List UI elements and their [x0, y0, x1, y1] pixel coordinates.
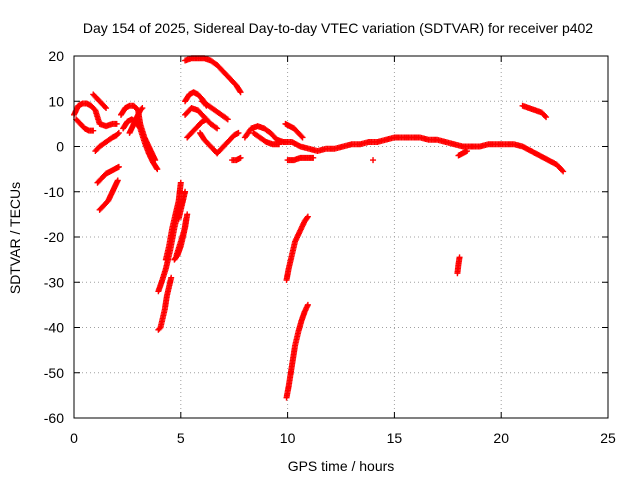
series-arc-e — [94, 163, 122, 186]
series-arc-ag — [519, 102, 550, 121]
data-point-marker — [177, 179, 184, 186]
series-arc-c — [90, 91, 110, 112]
x-tick-label: 15 — [387, 430, 403, 446]
data-point-marker — [299, 134, 306, 141]
data-point-marker — [214, 125, 221, 132]
series-arc-a — [71, 100, 120, 130]
data-point-marker — [236, 88, 243, 95]
series-arc-j — [155, 274, 175, 333]
series-arc-o — [175, 188, 189, 222]
y-tick-label: 10 — [48, 93, 64, 109]
series-arc-p — [182, 55, 244, 96]
series-arc-w — [229, 154, 244, 164]
y-tick-label: -50 — [44, 365, 64, 381]
series-arc-x — [241, 123, 567, 175]
y-tick-label: -60 — [44, 410, 64, 426]
data-point-marker — [304, 214, 311, 221]
plot-frame — [73, 55, 609, 419]
data-point-marker — [304, 213, 311, 220]
series-arc-v — [214, 129, 242, 157]
series-arc-z — [282, 120, 306, 141]
data-point-marker — [139, 105, 146, 112]
data-point-marker — [168, 274, 175, 281]
series-arc-ab — [283, 213, 311, 283]
y-tick-label: 20 — [48, 48, 64, 64]
y-axis-label: SDTVAR / TECUs — [7, 182, 23, 294]
data-point-marker — [103, 105, 110, 112]
series-arc-t — [199, 98, 231, 123]
data-point-marker — [237, 89, 244, 96]
data-point-marker — [559, 167, 566, 174]
data-points — [71, 55, 567, 401]
data-point-marker — [101, 103, 108, 110]
data-point-marker — [115, 129, 122, 136]
y-tick-label: 0 — [56, 139, 64, 155]
series-arc-ae — [454, 254, 463, 277]
series-arc-d — [92, 129, 122, 155]
data-point-marker — [182, 188, 189, 195]
data-point-marker — [276, 141, 283, 148]
data-point-marker — [543, 114, 550, 121]
x-axis-label: GPS time / hours — [288, 458, 395, 474]
y-tick-label: -20 — [44, 229, 64, 245]
data-point-marker — [560, 168, 567, 175]
data-point-marker — [138, 106, 145, 113]
data-point-marker — [235, 129, 242, 136]
series-arc-h — [120, 116, 161, 173]
data-point-marker — [304, 301, 311, 308]
x-tick-label: 5 — [177, 430, 185, 446]
data-point-marker — [115, 163, 122, 170]
x-tick-label: 10 — [280, 430, 296, 446]
data-point-marker — [237, 154, 244, 161]
tick-layer: 0 5 10 15 20 25 -60 -50 -40 -30 -20 -10 0 10 20 — [44, 48, 616, 446]
data-point-marker — [224, 116, 231, 123]
y-tick-label: -10 — [44, 184, 64, 200]
data-point-marker — [114, 131, 121, 138]
data-point-marker — [212, 124, 219, 131]
series-arc-y — [250, 129, 283, 148]
data-point-marker — [114, 177, 121, 184]
chart-title: Day 154 of 2025, Sidereal Day-to-day VTE… — [83, 20, 593, 36]
data-point-marker — [90, 127, 97, 134]
data-point-marker — [541, 112, 548, 119]
series-arc-s — [184, 116, 210, 141]
data-point-marker — [456, 254, 463, 261]
x-tick-label: 20 — [493, 430, 509, 446]
data-point-marker — [223, 115, 230, 122]
data-point-marker — [184, 211, 191, 218]
data-point-marker — [153, 164, 160, 171]
y-tick-label: -40 — [44, 320, 64, 336]
series-arc-l — [162, 179, 184, 263]
data-point-marker — [464, 148, 471, 155]
data-point-marker — [310, 154, 317, 161]
series-arc-b — [73, 116, 97, 134]
series-arc-ad — [370, 157, 377, 164]
series-arc-f — [96, 177, 121, 213]
data-point-marker — [154, 166, 161, 173]
data-point-marker — [203, 116, 210, 123]
y-tick-label: -30 — [44, 274, 64, 290]
series-arc-n — [173, 211, 191, 259]
x-tick-label: 0 — [70, 430, 78, 446]
series-arc-ac — [283, 301, 311, 401]
series-arc-i — [126, 105, 146, 136]
data-point-marker — [370, 157, 377, 164]
data-point-marker — [298, 133, 305, 140]
data-point-marker — [113, 120, 120, 127]
series-arc-af — [455, 148, 471, 159]
series-arc-aa — [284, 154, 317, 164]
x-tick-label: 25 — [600, 430, 616, 446]
